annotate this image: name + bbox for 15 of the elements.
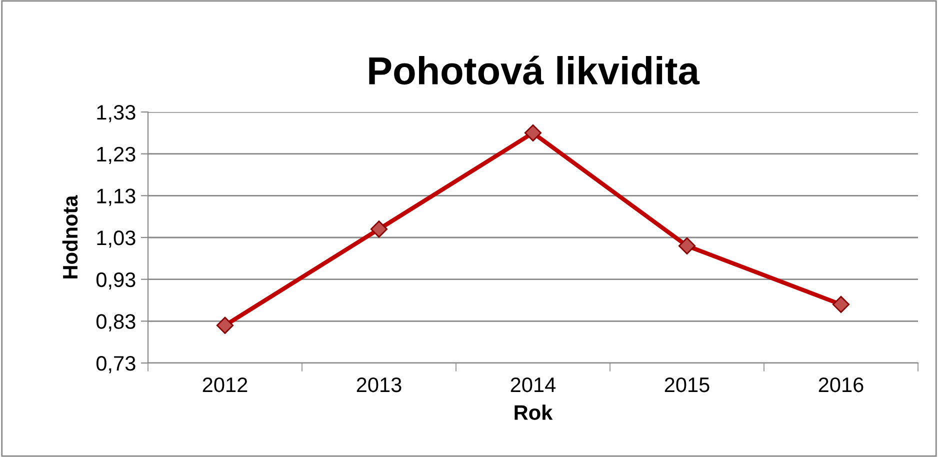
y-axis-title: Hodnota (62, 195, 78, 278)
x-tick-label: 2015 (664, 377, 710, 392)
x-tick-label: 2012 (202, 377, 248, 392)
x-tick-label: 2013 (356, 377, 402, 392)
y-tick-label: 1,33 (97, 105, 136, 122)
x-tick-label: 2014 (510, 377, 556, 392)
chart-title: Pohotová likvidita (369, 56, 700, 85)
y-tick-label: 0,93 (96, 272, 136, 290)
x-tick-label: 2016 (818, 377, 864, 392)
y-tick-label: 1,03 (97, 230, 136, 248)
x-axis-title: Rok (514, 404, 553, 420)
y-tick-label: 1,13 (97, 188, 136, 206)
y-tick-label: 1,23 (97, 146, 136, 164)
y-tick-label: 0,83 (96, 314, 136, 332)
y-tick-label: 0,73 (96, 356, 136, 374)
